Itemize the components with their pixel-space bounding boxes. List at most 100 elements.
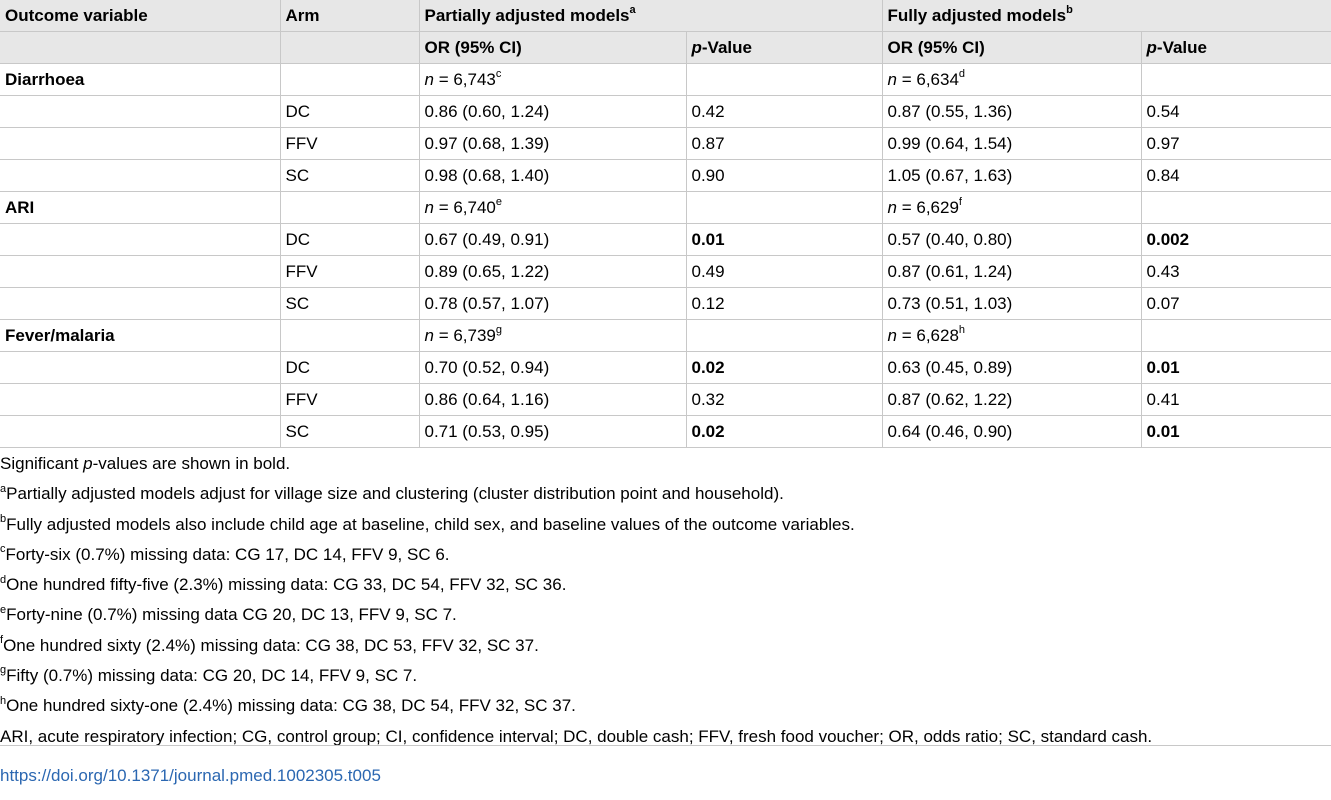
- footnote: fOne hundred sixty (2.4%) missing data: …: [0, 634, 539, 655]
- p-partial: 0.32: [685, 383, 883, 416]
- subheader-or-partial: OR (95% CI): [418, 31, 687, 64]
- footnote: eForty-nine (0.7%) missing data CG 20, D…: [0, 603, 457, 625]
- or-partial: 0.70 (0.52, 0.94): [418, 351, 687, 384]
- table-row: FFV 0.97 (0.68, 1.39) 0.87 0.99 (0.64, 1.54…: [0, 127, 1331, 160]
- outcome-cell: [0, 159, 281, 192]
- or-partial: 0.67 (0.49, 0.91): [418, 223, 687, 256]
- group-row: Fever/malaria n = 6,739g n = 6,628h: [0, 319, 1331, 352]
- footer-divider: [0, 745, 1331, 746]
- p-full: 0.01: [1140, 351, 1331, 384]
- table-row: FFV 0.86 (0.64, 1.16) 0.32 0.87 (0.62, 1.22…: [0, 383, 1331, 416]
- outcome-cell: [0, 351, 281, 384]
- p-full: [1140, 191, 1331, 224]
- p-partial: 0.01: [685, 223, 883, 256]
- footnote-mark: h: [0, 694, 7, 707]
- subheader-p-full: p-Value: [1140, 31, 1331, 64]
- header-partial-sup: a: [629, 3, 636, 16]
- n-partial: n = 6,739g: [418, 319, 687, 352]
- or-full: 0.87 (0.55, 1.36): [881, 95, 1142, 128]
- or-full: 0.73 (0.51, 1.03): [881, 287, 1142, 320]
- outcome-cell: [0, 95, 281, 128]
- outcome-cell: [0, 415, 281, 448]
- p-full: 0.43: [1140, 255, 1331, 288]
- outcome-cell: [0, 127, 281, 160]
- footnote-mark: h: [958, 323, 966, 336]
- footnote: gFifty (0.7%) missing data: CG 20, DC 14…: [0, 664, 418, 686]
- footnote-mark: f: [958, 195, 962, 208]
- footnote-mark: e: [495, 195, 503, 208]
- arm-cell: DC: [279, 223, 420, 256]
- p-partial: 0.87: [685, 127, 883, 160]
- or-partial: 0.78 (0.57, 1.07): [418, 287, 687, 320]
- or-full: 0.99 (0.64, 1.54): [881, 127, 1142, 160]
- arm-cell: FFV: [279, 127, 420, 160]
- p-full: 0.07: [1140, 287, 1331, 320]
- p-partial: 0.42: [685, 95, 883, 128]
- or-partial: 0.86 (0.64, 1.16): [418, 383, 687, 416]
- p-partial: [685, 319, 883, 352]
- header-arm: Arm: [279, 0, 420, 32]
- footnote-mark: g: [0, 664, 7, 677]
- or-partial: 0.98 (0.68, 1.40): [418, 159, 687, 192]
- n-full: n = 6,634d: [881, 63, 1142, 96]
- or-partial: 0.97 (0.68, 1.39): [418, 127, 687, 160]
- footnote-mark: d: [0, 573, 7, 586]
- or-full: 0.57 (0.40, 0.80): [881, 223, 1142, 256]
- arm-cell: FFV: [279, 383, 420, 416]
- n-full: n = 6,629f: [881, 191, 1142, 224]
- footnote-list: aPartially adjusted models adjust for vi…: [0, 482, 1331, 724]
- results-table: Outcome variable Arm Partially adjusted …: [0, 0, 1331, 448]
- p-partial: 0.12: [685, 287, 883, 320]
- header-partial: Partially adjusted modelsa: [418, 0, 883, 32]
- n-full: n = 6,628h: [881, 319, 1142, 352]
- n-partial: n = 6,740e: [418, 191, 687, 224]
- header-outcome: Outcome variable: [0, 0, 281, 32]
- p-full: 0.41: [1140, 383, 1331, 416]
- table-row: SC 0.71 (0.53, 0.95) 0.02 0.64 (0.46, 0.90)…: [0, 415, 1331, 448]
- footnote-mark: e: [0, 603, 7, 616]
- n-partial: n = 6,743c: [418, 63, 687, 96]
- table-row: DC 0.67 (0.49, 0.91) 0.01 0.57 (0.40, 0.80)…: [0, 223, 1331, 256]
- outcome-name: ARI: [0, 191, 281, 224]
- arm-cell: DC: [279, 95, 420, 128]
- p-full: 0.01: [1140, 415, 1331, 448]
- footnote: cForty-six (0.7%) missing data: CG 17, D…: [0, 543, 450, 564]
- or-full: 0.87 (0.61, 1.24): [881, 255, 1142, 288]
- or-partial: 0.86 (0.60, 1.24): [418, 95, 687, 128]
- arm-cell: [279, 63, 420, 96]
- arm-cell: SC: [279, 159, 420, 192]
- p-partial: [685, 191, 883, 224]
- header-full-sup: b: [1066, 3, 1073, 16]
- p-partial: 0.02: [685, 415, 883, 448]
- arm-cell: DC: [279, 351, 420, 384]
- group-row: ARI n = 6,740e n = 6,629f: [0, 191, 1331, 224]
- p-full: 0.97: [1140, 127, 1331, 160]
- table-notes: Significant p-values are shown in bold. …: [0, 452, 1331, 755]
- p-partial: 0.90: [685, 159, 883, 192]
- arm-cell: FFV: [279, 255, 420, 288]
- header-full: Fully adjusted modelsb: [881, 0, 1331, 32]
- or-partial: 0.89 (0.65, 1.22): [418, 255, 687, 288]
- footnote-mark: g: [495, 323, 503, 336]
- or-full: 0.63 (0.45, 0.89): [881, 351, 1142, 384]
- outcome-cell: [0, 255, 281, 288]
- footnote: hOne hundred sixty-one (2.4%) missing da…: [0, 694, 576, 716]
- arm-cell: [279, 319, 420, 352]
- p-full: 0.002: [1140, 223, 1331, 256]
- outcome-cell: [0, 287, 281, 320]
- outcome-cell: [0, 223, 281, 256]
- footnote: dOne hundred fifty-five (2.3%) missing d…: [0, 573, 567, 595]
- p-full: [1140, 319, 1331, 352]
- p-full: [1140, 63, 1331, 96]
- significance-note: Significant p-values are shown in bold.: [0, 454, 291, 473]
- doi-link[interactable]: https://doi.org/10.1371/journal.pmed.100…: [0, 766, 381, 785]
- table-row: SC 0.78 (0.57, 1.07) 0.12 0.73 (0.51, 1.03)…: [0, 287, 1331, 320]
- outcome-cell: [0, 383, 281, 416]
- table-header-row: Outcome variable Arm Partially adjusted …: [0, 0, 1331, 32]
- footnote-mark: c: [495, 67, 502, 80]
- footnote: aPartially adjusted models adjust for vi…: [0, 482, 784, 504]
- subheader-or-full: OR (95% CI): [881, 31, 1142, 64]
- subheader-p-partial: p-Value: [685, 31, 883, 64]
- p-full: 0.54: [1140, 95, 1331, 128]
